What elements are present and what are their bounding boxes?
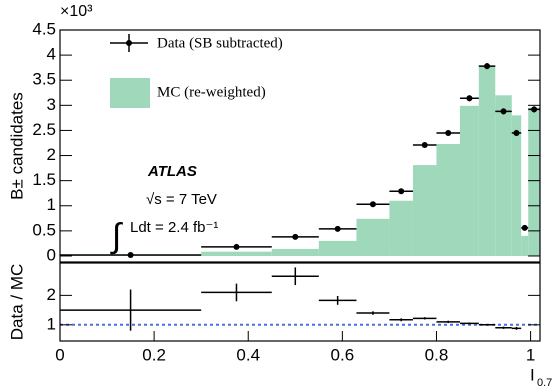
x-tick-label: 0.6	[331, 345, 355, 364]
mc-bar	[356, 218, 390, 256]
data-point	[500, 108, 507, 115]
x-tick-label: 0	[55, 345, 64, 364]
y-tick-label: 3	[47, 95, 56, 114]
mc-bar	[389, 200, 413, 256]
legend-swatch	[110, 78, 150, 108]
x-tick-label: 0.2	[142, 345, 166, 364]
y-tick-label: 1.5	[32, 170, 56, 189]
annotation: ∫	[110, 217, 123, 255]
y-tick-label: 4	[47, 45, 56, 64]
data-point	[334, 225, 341, 232]
legend-marker	[126, 40, 132, 46]
data-point	[466, 95, 473, 102]
data-point	[398, 188, 405, 195]
data-point	[369, 201, 376, 208]
y-axis-label: B± candidates	[7, 92, 26, 200]
data-point	[233, 243, 240, 250]
x-tick-label: 0.4	[236, 345, 260, 364]
y-tick-label: 4.5	[32, 19, 56, 38]
data-point	[421, 141, 428, 148]
y-tick-label: 1	[47, 195, 56, 214]
mc-bar	[412, 165, 437, 256]
mc-bar	[521, 235, 529, 256]
y-tick-label: 1	[47, 314, 56, 333]
mc-bar	[271, 248, 319, 256]
legend-label: Data (SB subtracted)	[157, 35, 283, 51]
mc-bar	[436, 143, 460, 256]
annotation: Ldt = 2.4 fb⁻¹	[130, 219, 218, 236]
data-point	[513, 129, 520, 136]
legend-label: MC (re-weighted)	[157, 84, 266, 100]
y-tick-label: 2	[47, 145, 56, 164]
x-axis-label: I	[530, 365, 535, 384]
mc-bar	[528, 107, 540, 256]
x-tick-label: 0.8	[425, 345, 449, 364]
y-tick-label: 0.5	[32, 220, 56, 239]
data-point	[521, 224, 528, 231]
mc-bar	[495, 95, 512, 256]
data-point	[484, 63, 491, 70]
axis-exponent: ×10³	[60, 3, 93, 20]
y-tick-label: 2.5	[32, 120, 56, 139]
y-axis-label: Data / MC	[7, 264, 26, 341]
y-tick-label: 0	[47, 245, 56, 264]
y-tick-label: 2	[47, 285, 56, 304]
plot-frame	[59, 29, 541, 263]
data-point	[292, 233, 299, 240]
data-point	[445, 129, 452, 136]
mc-bar	[478, 66, 496, 256]
annotation: √s = 7 TeV	[146, 191, 217, 208]
annotation: ATLAS	[147, 163, 197, 180]
mc-bar	[318, 240, 357, 256]
data-point	[531, 106, 538, 113]
y-tick-label: 3.5	[32, 70, 56, 89]
x-tick-label: 1	[526, 345, 535, 364]
plot-frame	[59, 262, 541, 342]
mc-bar	[511, 115, 522, 256]
x-axis-label: 0.7	[537, 377, 552, 389]
mc-bar	[201, 251, 272, 256]
data-point	[127, 251, 134, 258]
mc-bar	[460, 105, 479, 256]
